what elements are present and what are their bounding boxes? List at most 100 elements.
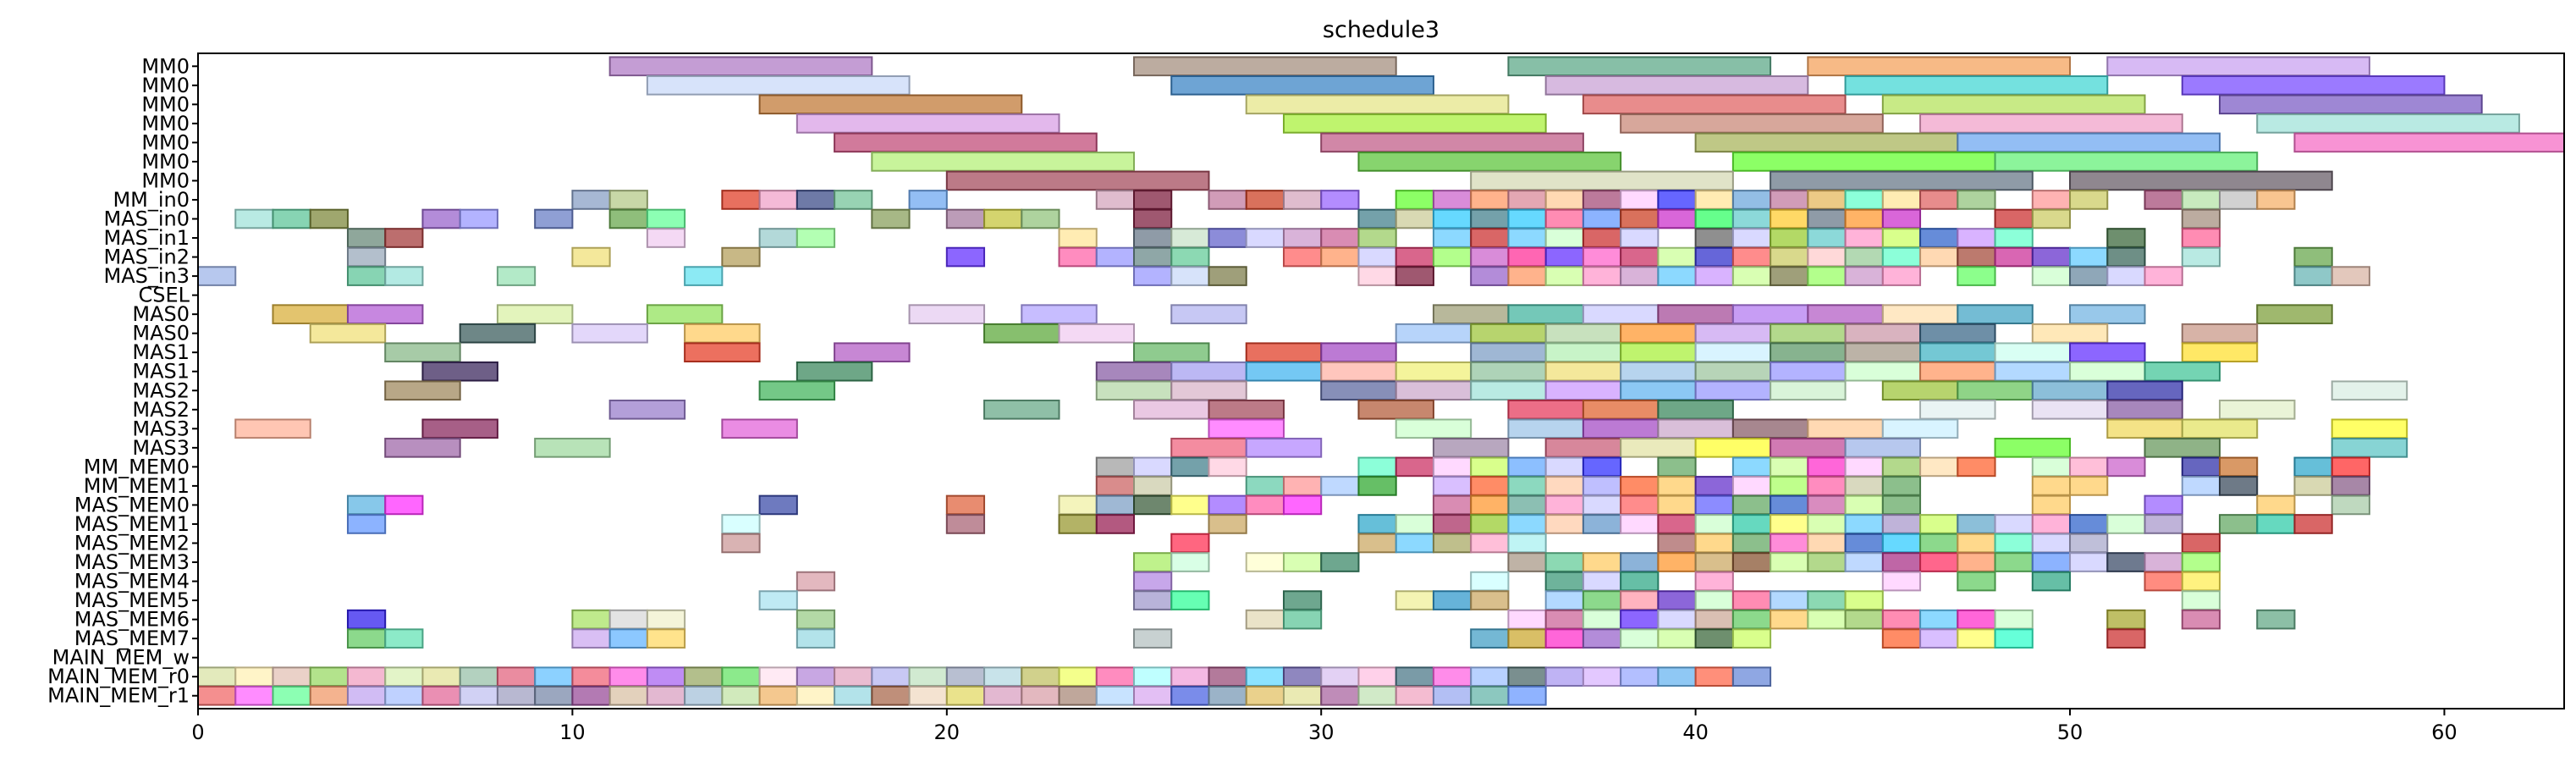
y-tick-label: MAS_in1 [103,226,190,250]
y-tick-label: MM_in0 [113,188,190,212]
task-bar [1694,361,1772,382]
task-bar [1582,190,1622,210]
task-bar [2031,323,2109,344]
task-bar [1694,208,1734,229]
task-bar [1694,476,1734,496]
task-bar [2218,94,2483,115]
task-bar [758,685,798,706]
task-bar [2293,266,2333,286]
task-bar [1657,208,1697,229]
task-bar [421,418,498,439]
task-bar [983,666,1023,687]
task-bar [2256,494,2296,516]
task-bar [1544,342,1622,363]
task-bar [1657,590,1697,610]
task-bar [2144,552,2183,572]
task-bar [721,418,798,439]
task-bar [1544,75,1809,96]
task-bar [1582,514,1622,534]
task-bar [1170,75,1434,96]
task-bar [1245,94,1510,115]
task-bar [1470,190,1510,210]
task-bar [1507,399,1584,420]
task-bar [2293,132,2565,153]
task-bar [1544,323,1622,344]
task-bar [608,208,648,229]
task-bar [945,685,986,706]
y-tick-label: MAS_MEM5 [74,588,190,612]
task-bar [1432,476,1472,496]
task-bar [2331,494,2370,516]
task-bar [384,494,424,516]
task-bar [2069,533,2109,554]
task-bar [1957,246,1996,268]
task-bar [1208,456,1247,478]
task-bar [1058,666,1098,687]
task-bar [1919,628,1959,649]
task-bar [608,190,648,210]
task-bar [1582,628,1622,649]
task-bar [1282,666,1323,687]
task-bar [834,190,873,210]
task-bar [1694,380,1772,401]
task-bar [534,685,574,706]
task-bar [1095,380,1173,401]
task-bar [2181,571,2221,592]
y-tick-label: MM0 [141,130,190,154]
task-bar [1470,590,1510,610]
task-bar [1770,170,2034,191]
task-bar [1095,685,1136,706]
task-bar [1432,590,1472,610]
task-bar [684,323,761,344]
task-bar [1620,494,1660,516]
y-tick-label: MM0 [141,150,190,174]
task-bar [1320,552,1360,572]
task-bar [2069,342,2146,363]
task-bar [1095,246,1136,268]
task-bar [384,628,424,649]
task-bar [2181,456,2221,478]
task-bar [1731,628,1772,649]
task-bar [1770,456,1809,478]
task-bar [2106,514,2146,534]
task-bar [1320,361,1397,382]
task-bar [2106,628,2146,649]
task-bar [795,571,836,592]
y-tick-label: MAIN_MEM_w [52,646,190,670]
task-bar [1470,456,1510,478]
y-tick-label: MAS_MEM2 [74,532,190,555]
task-bar [1957,533,1996,554]
task-bar [1208,514,1247,534]
task-bar [2106,456,2146,478]
task-bar [1731,666,1772,687]
task-bar [1507,609,1547,630]
task-bar [2256,514,2296,534]
task-bar [1807,56,2072,77]
task-bar [1395,514,1434,534]
task-bar [684,666,724,687]
task-bar [1807,590,1847,610]
task-bar [2181,75,2446,96]
task-bar [1844,342,1922,363]
task-bar [1919,456,1959,478]
task-bar [1432,228,1472,248]
task-bar [1320,132,1584,153]
task-bar [571,609,611,630]
task-bar [945,514,986,534]
task-bar [1807,304,1884,324]
task-bar [1919,113,2183,134]
task-bar [1731,228,1772,248]
task-bar [721,666,761,687]
task-bar [1620,476,1660,496]
task-bar [1208,266,1247,286]
task-bar [1770,208,1809,229]
task-bar [421,685,461,706]
task-bar [1357,152,1622,172]
task-bar [1095,456,1136,478]
x-tick-label: 10 [559,721,586,744]
task-bar [1620,514,1660,534]
task-bar [1770,609,1809,630]
task-bar [1095,514,1136,534]
task-bar [2069,266,2109,286]
task-bar [571,323,648,344]
